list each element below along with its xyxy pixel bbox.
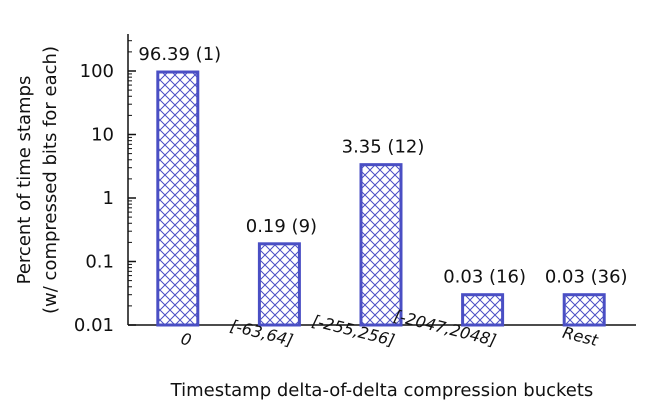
bar-data-label: 0.03 (36) [545,267,628,288]
bar [359,163,403,327]
y-tick-label: 0.01 [74,315,114,336]
bar-data-label: 0.19 (9) [246,216,317,237]
bar-data-label: 3.35 (12) [342,137,425,158]
bar-data-label: 96.39 (1) [138,44,221,65]
bar [461,293,505,327]
x-category-label: Rest [561,323,601,350]
bar-labels: 96.39 (1) 0.19 (9) 3.35 (12) 0.03 (16) 0.03 … [138,44,627,288]
y-axis-title-line1: Percent of time stamps [14,76,35,285]
bar [257,242,301,327]
y-tick-label: 10 [91,125,114,146]
y-ticks: 100 10 1 0.1 0.01 [74,40,136,336]
x-category-label: 0 [179,329,193,350]
bar [156,70,200,327]
y-tick-label: 0.1 [85,252,114,273]
bars [156,70,606,327]
x-axis-title: Timestamp delta-of-delta compression buc… [170,380,594,401]
y-axis-title-line2: (w/ compressed bits for each) [40,46,61,314]
bar [562,293,606,327]
y-tick-label: 100 [80,61,114,82]
bar-data-label: 0.03 (16) [443,267,526,288]
y-tick-label: 1 [103,188,114,209]
